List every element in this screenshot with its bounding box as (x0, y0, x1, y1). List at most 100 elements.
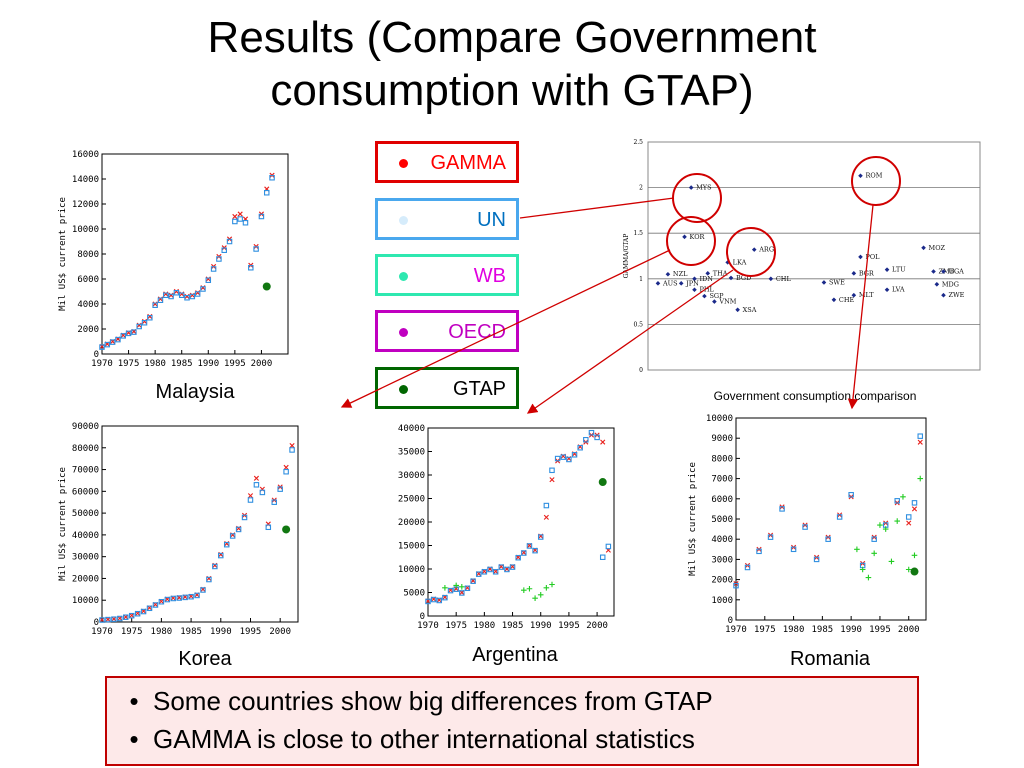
un-point (790, 546, 797, 553)
y-tick-label: 40000 (72, 531, 99, 541)
un-point (200, 587, 206, 593)
wb-point (882, 526, 889, 532)
un-point (141, 320, 148, 326)
x-tick-label: 1990 (840, 625, 862, 635)
wb-point (543, 585, 550, 591)
gamma-point (906, 520, 912, 526)
un-point (470, 578, 476, 584)
un-point (117, 615, 123, 622)
un-point (526, 543, 533, 549)
un-point (152, 302, 158, 309)
point-label: VNM (718, 298, 736, 306)
ratio-point (884, 287, 890, 293)
un-point (269, 174, 275, 181)
bullet-icon: • (129, 723, 139, 754)
un-point (226, 238, 233, 245)
un-point (515, 554, 521, 561)
ratio-point (858, 173, 863, 179)
un-point (779, 506, 785, 512)
point-label: BGD (736, 274, 751, 282)
x-tick-label: 1980 (144, 359, 166, 369)
x-tick-label: 1970 (417, 621, 439, 631)
y-tick-label: 8000 (711, 454, 733, 464)
ratio-point (851, 292, 857, 298)
un-point (136, 323, 142, 330)
highlight-circle (666, 216, 716, 266)
y-tick-label: 0.5 (633, 321, 643, 328)
wb-point (905, 566, 912, 573)
x-tick-label: 1985 (180, 627, 202, 637)
un-point (125, 330, 132, 337)
un-point (216, 256, 222, 262)
y-tick-label: 2000 (77, 325, 99, 335)
y-tick-label: 30000 (398, 471, 425, 481)
un-point (425, 598, 431, 605)
legend-oecd: OECD (375, 310, 519, 352)
wb-point (911, 552, 918, 559)
un-point (447, 587, 454, 594)
korea-caption: Korea (178, 648, 232, 670)
ratio-point (692, 287, 697, 293)
ratio-point (735, 307, 740, 313)
legend-gamma: GAMMA (375, 141, 519, 183)
un-point (733, 582, 739, 589)
point-label: XSA (743, 306, 757, 314)
wb-dot-icon (399, 272, 408, 281)
wb-point (894, 518, 901, 524)
x-tick-label: 1995 (558, 621, 580, 631)
ratio-point (688, 185, 694, 190)
un-point (235, 526, 242, 533)
y-tick-label: 20000 (72, 574, 99, 584)
plot-frame (101, 425, 299, 623)
wb-point (532, 595, 538, 601)
un-point (218, 552, 224, 559)
y-tick-label: 4000 (711, 535, 733, 545)
arrow-romania (847, 204, 874, 410)
gtap-point (262, 282, 271, 291)
x-tick-label: 1990 (210, 627, 232, 637)
un-point (277, 486, 283, 492)
legend-gtap: GTAP (375, 367, 519, 409)
gamma-point (600, 439, 606, 445)
x-tick-label: 1985 (812, 625, 834, 635)
point-label: ARG (758, 246, 774, 254)
y-tick-label: 5000 (403, 589, 425, 599)
x-tick-label: 1975 (121, 627, 143, 637)
un-point (756, 548, 762, 555)
y-tick-label: 10000 (398, 565, 425, 575)
point-label: CHE (839, 296, 855, 304)
un-point (189, 293, 196, 300)
x-tick-label: 1990 (197, 359, 219, 369)
un-point (259, 489, 266, 496)
legend-label: OECD (448, 321, 506, 343)
un-point (109, 339, 116, 345)
x-tick-label: 1970 (725, 625, 747, 635)
un-point (498, 564, 505, 570)
un-point (549, 467, 555, 474)
un-point (744, 564, 751, 571)
un-point (605, 543, 612, 550)
malaysia-chart: 0 2000 4000 6000 8000 10000 12000 14000 16000 197… (58, 150, 289, 369)
un-point (212, 563, 218, 570)
y-tick-label: 0 (94, 350, 99, 360)
bullet-text: GAMMA is close to other international st… (153, 723, 695, 754)
un-point (504, 566, 510, 573)
un-point (802, 524, 808, 530)
y-tick-label: 2.5 (633, 139, 643, 146)
y-tick-label: 12000 (72, 200, 99, 210)
x-tick-label: 1980 (151, 627, 173, 637)
comparison-chart: 0 0.5 1 1.5 2 2.5 GAMMA/GTAP MYS ROM KOR ARG MOZ LKA… (623, 139, 981, 374)
link-line (519, 197, 675, 219)
ratio-point (655, 281, 661, 286)
un-point (140, 608, 147, 615)
un-point (583, 436, 589, 443)
ratio-point (678, 281, 684, 286)
gamma-point (289, 443, 295, 449)
ratio-point (712, 299, 717, 304)
plot-frame (647, 141, 981, 371)
un-point (848, 492, 854, 498)
un-point (115, 336, 121, 343)
slide-title-line1: Results (Compare Government (207, 13, 817, 62)
un-point (509, 564, 516, 570)
y-tick-label: 1000 (711, 596, 733, 606)
